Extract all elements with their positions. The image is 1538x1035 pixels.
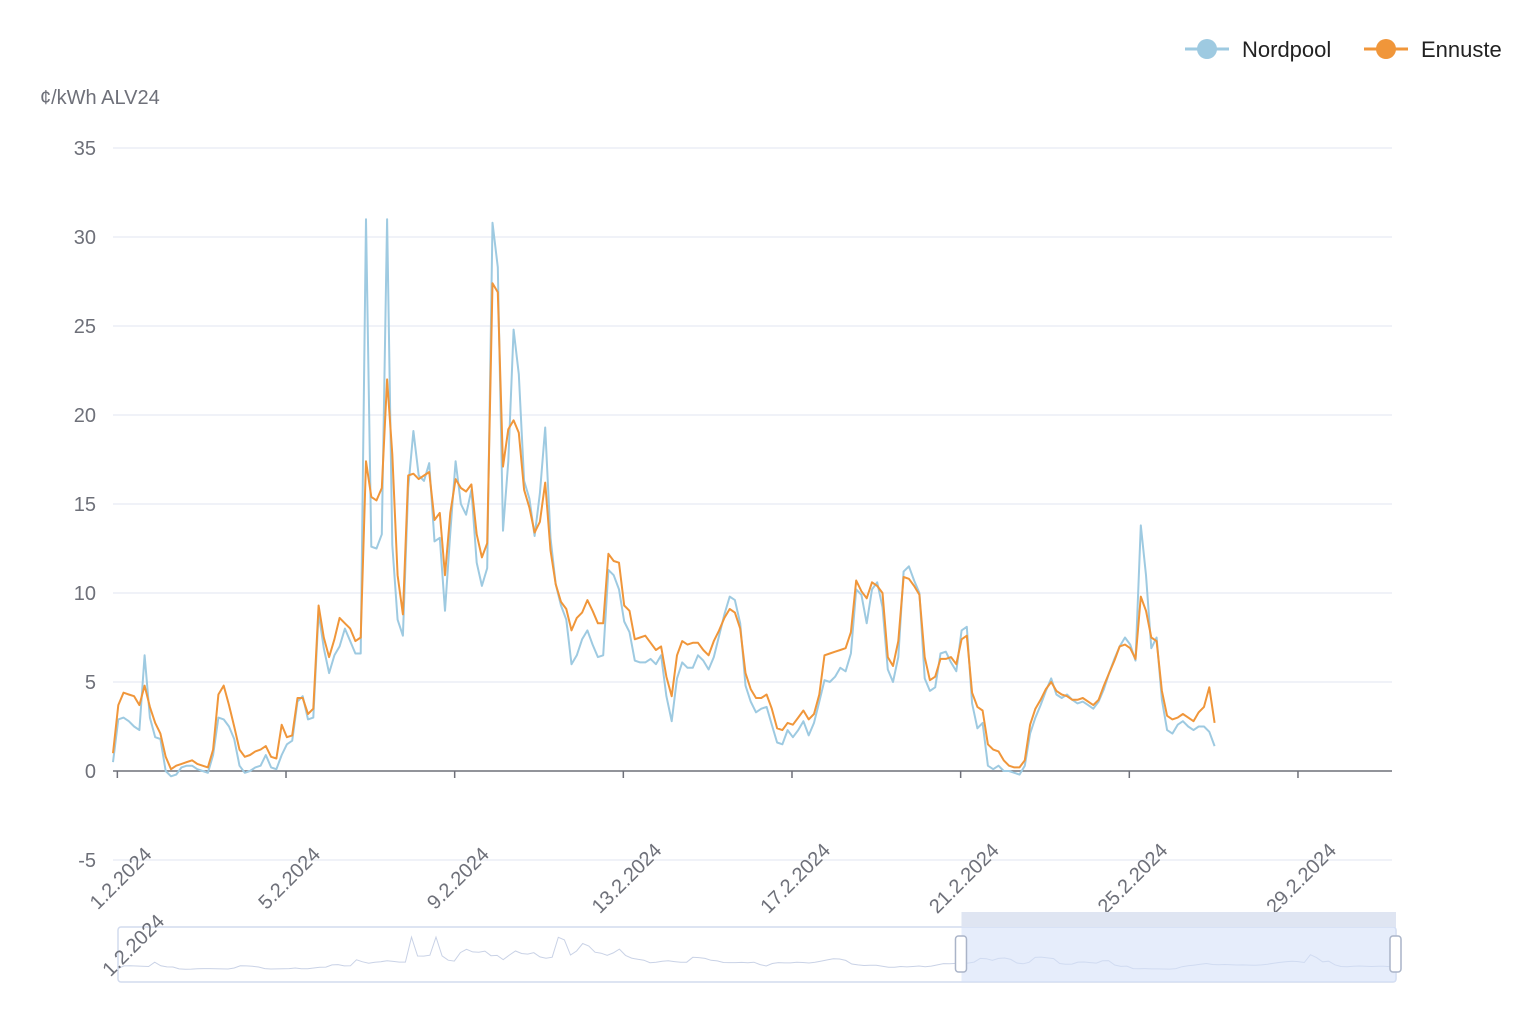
y-tick-label: 5 <box>85 672 96 694</box>
x-tick-label: 9.2.2024 <box>423 843 494 914</box>
zoom-slider[interactable]: 1.2.2024 <box>98 910 1402 983</box>
zoom-selection[interactable] <box>961 927 1396 982</box>
y-tick-label: 10 <box>74 583 96 605</box>
y-tick-label: 0 <box>85 761 96 783</box>
legend-item-ennuste[interactable]: Ennuste <box>1364 37 1502 62</box>
series-line-ennuste <box>112 282 1216 771</box>
series-line-nordpool <box>112 218 1216 778</box>
x-tick-label: 1.2.2024 <box>86 843 157 914</box>
x-tick-label: 25.2.2024 <box>1094 840 1172 918</box>
legend-dot-icon <box>1376 39 1396 59</box>
zoom-handle-start[interactable] <box>954 935 968 973</box>
x-tick-label: 13.2.2024 <box>588 840 666 918</box>
y-tick-label: 15 <box>74 494 96 516</box>
zoom-handle-end[interactable] <box>1389 935 1402 973</box>
x-tick-label: 29.2.2024 <box>1262 840 1340 918</box>
grid-lines <box>113 147 1392 861</box>
legend[interactable]: Nordpool Ennuste <box>1185 37 1502 62</box>
legend-label: Ennuste <box>1421 37 1502 62</box>
y-tick-label: -5 <box>78 850 96 872</box>
y-tick-label: 30 <box>74 227 96 249</box>
x-tick-label: 21.2.2024 <box>925 840 1003 918</box>
x-tick-label: 5.2.2024 <box>254 843 325 914</box>
y-tick-label: 35 <box>74 138 96 160</box>
y-tick-label: 20 <box>74 405 96 427</box>
legend-item-nordpool[interactable]: Nordpool <box>1185 37 1331 62</box>
zoom-move-handle[interactable] <box>961 912 1396 927</box>
legend-label: Nordpool <box>1242 37 1331 62</box>
legend-dot-icon <box>1197 39 1217 59</box>
y-axis-title: ¢/kWh ALV24 <box>40 87 160 109</box>
y-tick-label: 25 <box>74 316 96 338</box>
axes: ¢/kWh ALV24 -5 0 5 10 15 20 25 30 35 1.2.2024 5.2.… <box>40 87 1392 918</box>
x-tick-label: 17.2.2024 <box>757 840 835 918</box>
series-lines <box>112 218 1216 778</box>
